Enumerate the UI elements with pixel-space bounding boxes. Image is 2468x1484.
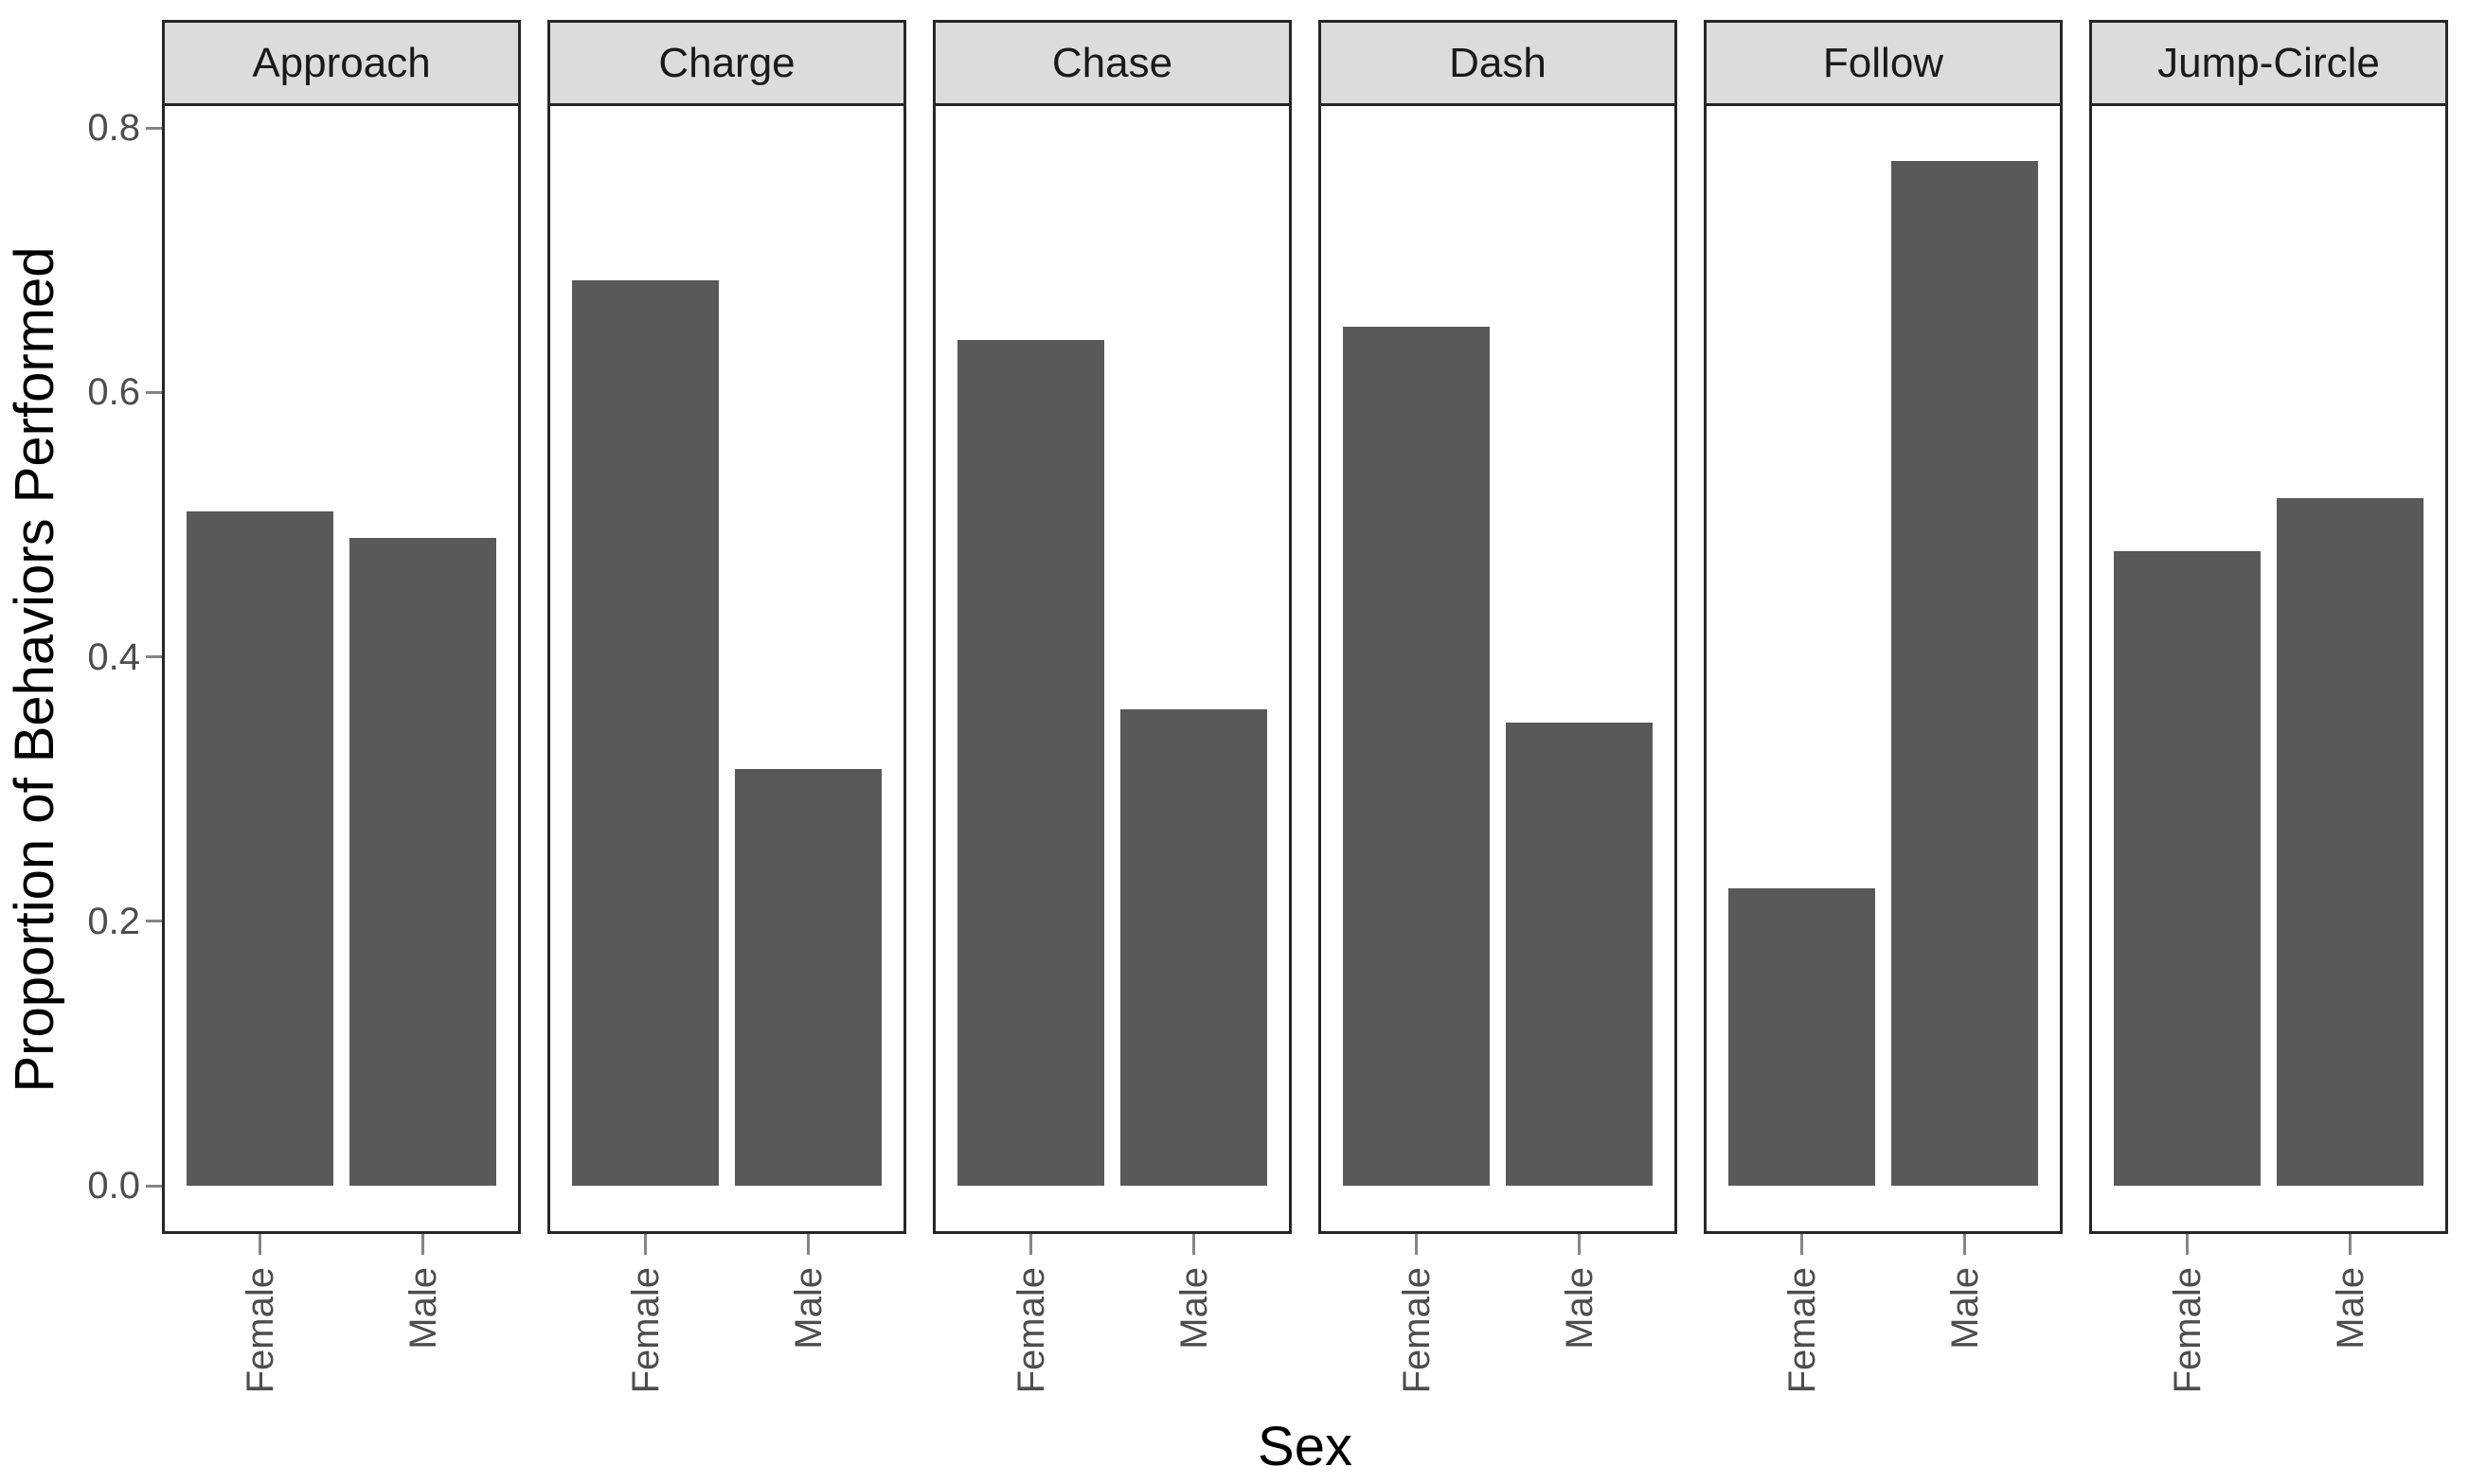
x-tick-label-male: Male (2329, 1267, 2371, 1350)
x-tick-mark (644, 1234, 647, 1255)
x-tick-mark (1800, 1234, 1803, 1255)
x-tick-label-male: Male (1172, 1267, 1215, 1350)
x-tick-mark (259, 1234, 261, 1255)
bar-chase-female (957, 340, 1104, 1186)
plot-area (1704, 103, 2063, 1234)
bar-dash-female (1343, 327, 1490, 1186)
plot-area (547, 103, 906, 1234)
plot-area (2089, 103, 2448, 1234)
plot-area (933, 103, 1292, 1234)
facet-strip: Jump-Circle (2089, 20, 2448, 106)
bar-chase-male (1120, 709, 1267, 1186)
bar-approach-male (349, 538, 496, 1186)
x-tick-label-male: Male (402, 1267, 444, 1350)
x-tick-mark (1192, 1234, 1195, 1255)
x-tick-label-female: Female (2166, 1267, 2209, 1394)
y-tick-mark (146, 126, 162, 130)
y-tick-label: 0.2 (87, 900, 140, 942)
y-tick-mark (146, 1184, 162, 1188)
bar-dash-male (1506, 723, 1653, 1186)
y-tick-mark (146, 390, 162, 394)
x-axis-title: Sex (1258, 1416, 1352, 1477)
facet-strip: Dash (1318, 20, 1677, 106)
facet-strip-label: Charge (658, 39, 796, 86)
y-tick-label: 0.8 (87, 107, 140, 150)
x-tick-mark (421, 1234, 424, 1255)
facet-strip: Follow (1704, 20, 2063, 106)
facet-strip-label: Follow (1822, 39, 1944, 86)
y-tick-label: 0.0 (87, 1165, 140, 1207)
x-tick-mark (2186, 1234, 2189, 1255)
x-tick-mark (2349, 1234, 2352, 1255)
x-tick-label-male: Male (1943, 1267, 1986, 1350)
facet-strip-label: Chase (1051, 39, 1173, 86)
facet-strip: Approach (162, 20, 521, 106)
x-tick-label-female: Female (239, 1267, 281, 1394)
bar-charge-male (735, 769, 882, 1186)
facet-strip-label: Jump-Circle (2157, 39, 2380, 86)
plot-area (162, 103, 521, 1234)
x-tick-label-female: Female (1780, 1267, 1823, 1394)
x-tick-mark (1415, 1234, 1418, 1255)
facet-strip-label: Dash (1449, 39, 1547, 86)
facet-strip: Charge (547, 20, 906, 106)
x-tick-label-male: Male (1558, 1267, 1601, 1350)
x-tick-label-female: Female (1010, 1267, 1052, 1394)
x-tick-label-female: Female (624, 1267, 667, 1394)
x-tick-label-female: Female (1395, 1267, 1438, 1394)
facet-strip-label: Approach (252, 39, 431, 86)
y-tick-mark (146, 920, 162, 923)
x-tick-mark (1578, 1234, 1581, 1255)
bar-jump-circle-female (2114, 551, 2261, 1186)
x-tick-mark (807, 1234, 810, 1255)
x-tick-mark (1963, 1234, 1966, 1255)
bar-follow-female (1728, 888, 1875, 1186)
bar-approach-female (187, 511, 333, 1186)
plot-area (1318, 103, 1677, 1234)
y-tick-label: 0.6 (87, 371, 140, 414)
y-tick-label: 0.4 (87, 635, 140, 678)
y-tick-mark (146, 655, 162, 659)
bar-jump-circle-male (2277, 498, 2423, 1186)
x-tick-mark (1029, 1234, 1032, 1255)
bar-charge-female (572, 280, 719, 1186)
x-tick-label-male: Male (787, 1267, 830, 1350)
bar-follow-male (1891, 161, 2038, 1186)
facet-strip: Chase (933, 20, 1292, 106)
